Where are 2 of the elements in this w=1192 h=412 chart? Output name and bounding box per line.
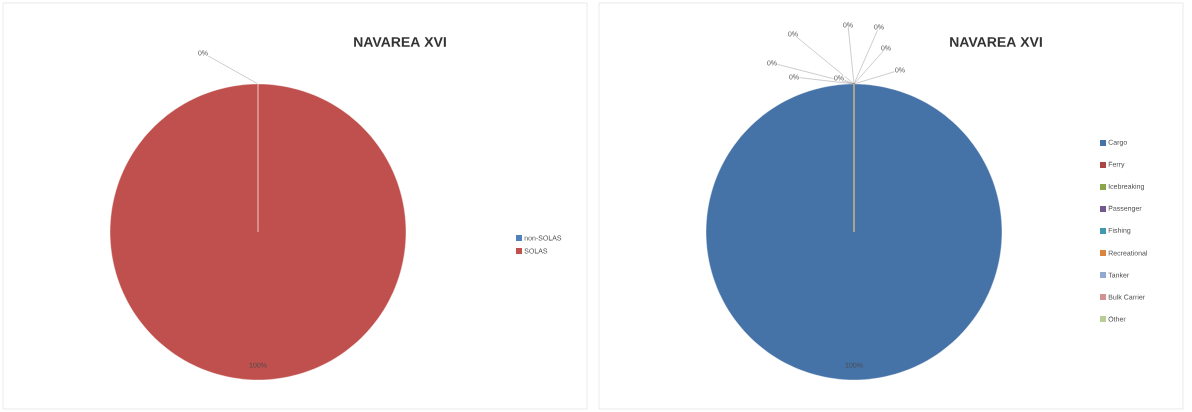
chart-title: NAVAREA XVI [354,37,446,47]
chart-title: NAVAREA XVI [950,37,1042,47]
